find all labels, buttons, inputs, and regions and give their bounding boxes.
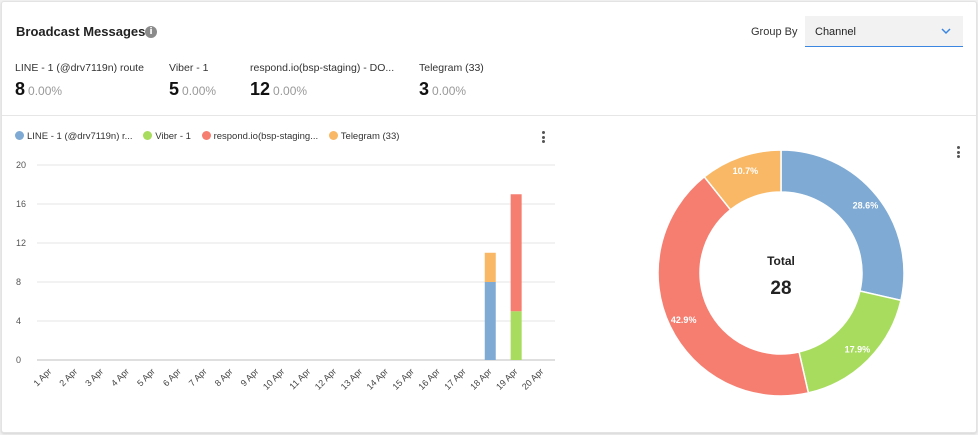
legend-label: Viber - 1 [155, 131, 191, 142]
x-tick-label: 3 Apr [83, 366, 105, 388]
x-tick-label: 1 Apr [31, 366, 53, 388]
stat-percent: 0.00% [432, 84, 467, 98]
stat-count: 12 [250, 79, 271, 99]
x-tick-label: 17 Apr [442, 366, 467, 391]
donut-center-value: 28 [770, 278, 791, 299]
stat-label: respond.io(bsp-staging) - DO... [250, 62, 395, 74]
donut-slice[interactable] [780, 149, 905, 302]
stat-label: Viber - 1 [169, 62, 209, 74]
stat-count: 8 [15, 79, 26, 99]
x-tick-label: 19 Apr [494, 366, 519, 391]
y-tick-label: 12 [16, 238, 26, 248]
y-tick-label: 20 [16, 160, 26, 170]
legend-item-viber[interactable]: Viber - 1 [143, 131, 191, 142]
x-tick-label: 13 Apr [339, 366, 364, 391]
donut-slice[interactable] [798, 290, 902, 394]
legend-dot [15, 131, 24, 140]
x-tick-label: 6 Apr [161, 366, 183, 388]
donut-chart-menu-icon[interactable] [953, 146, 963, 160]
legend-item-respond[interactable]: respond.io(bsp-staging... [201, 131, 319, 142]
legend-label: Telegram (33) [340, 131, 400, 142]
donut-slice[interactable] [703, 149, 782, 211]
group-by-label: Group By [751, 26, 798, 38]
y-tick-label: 8 [16, 277, 21, 287]
legend-label: respond.io(bsp-staging... [213, 131, 319, 142]
legend-dot [201, 131, 211, 140]
donut-center-label: Total [767, 254, 795, 268]
legend-label: LINE - 1 (@drv7119n) r... [27, 131, 133, 142]
legend-item-line[interactable]: LINE - 1 (@drv7119n) r... [15, 131, 133, 142]
group-by-value: Channel [815, 26, 856, 38]
slice-label: 42.9% [671, 315, 697, 325]
legend-dot [328, 131, 338, 140]
stat-percent: 0.00% [182, 84, 217, 98]
legend-item-telegram[interactable]: Telegram (33) [328, 131, 400, 142]
bar-chart: 0 4 8 12 16 20 1 Apr 2 Apr 3 Apr 4 Apr 5 Apr 6 Apr 7… [16, 160, 555, 392]
bar-segment[interactable] [484, 252, 496, 282]
info-icon[interactable]: i [145, 26, 157, 38]
x-tick-label: 9 Apr [239, 366, 261, 388]
stat-label: LINE - 1 (@drv7119n) route [15, 62, 144, 74]
x-tick-label: 8 Apr [213, 366, 235, 388]
donut-slice[interactable] [657, 175, 810, 397]
slice-label: 28.6% [853, 201, 879, 211]
bar-segment[interactable] [510, 194, 522, 312]
x-tick-label: 2 Apr [57, 366, 79, 388]
x-tick-label: 10 Apr [261, 366, 286, 391]
chart-legend: LINE - 1 (@drv7119n) r... Viber - 1 resp… [15, 131, 407, 142]
x-tick-label: 4 Apr [109, 366, 131, 388]
chevron-down-icon [941, 28, 951, 35]
group-by-select[interactable]: Channel [805, 16, 963, 47]
x-tick-label: 15 Apr [390, 366, 415, 391]
slice-label: 10.7% [733, 166, 759, 176]
stat-respond: respond.io(bsp-staging) - DO... 12 0.00% [250, 62, 394, 100]
x-tick-label: 14 Apr [365, 366, 390, 391]
bar-segment[interactable] [484, 282, 496, 360]
x-tick-label: 5 Apr [135, 366, 157, 388]
x-tick-label: 18 Apr [468, 366, 493, 391]
divider [2, 115, 976, 116]
bar-segment[interactable] [510, 311, 522, 360]
donut-chart: 28.6% 17.9% 42.9% 10.7% Total 28 [657, 149, 905, 397]
stat-count: 3 [419, 79, 430, 99]
stat-percent: 0.00% [273, 84, 308, 98]
y-tick-label: 4 [16, 316, 21, 326]
legend-dot [143, 131, 153, 140]
x-tick-label: 20 Apr [520, 366, 545, 391]
card-title: Broadcast Messages [16, 24, 146, 39]
stat-count: 5 [169, 79, 180, 99]
y-tick-label: 0 [16, 355, 21, 365]
stat-label: Telegram (33) [419, 62, 484, 74]
x-tick-label: 11 Apr [287, 366, 312, 391]
stat-telegram: Telegram (33) 3 0.00% [419, 62, 484, 100]
y-tick-label: 16 [16, 199, 26, 209]
stat-line: LINE - 1 (@drv7119n) route 8 0.00% [15, 62, 144, 100]
x-tick-label: 16 Apr [416, 366, 441, 391]
stat-viber: Viber - 1 5 0.00% [169, 62, 216, 100]
x-tick-label: 7 Apr [187, 366, 209, 388]
stat-percent: 0.00% [28, 84, 63, 98]
x-tick-label: 12 Apr [313, 366, 338, 391]
bar-chart-menu-icon[interactable] [538, 131, 548, 145]
slice-label: 17.9% [845, 344, 871, 354]
